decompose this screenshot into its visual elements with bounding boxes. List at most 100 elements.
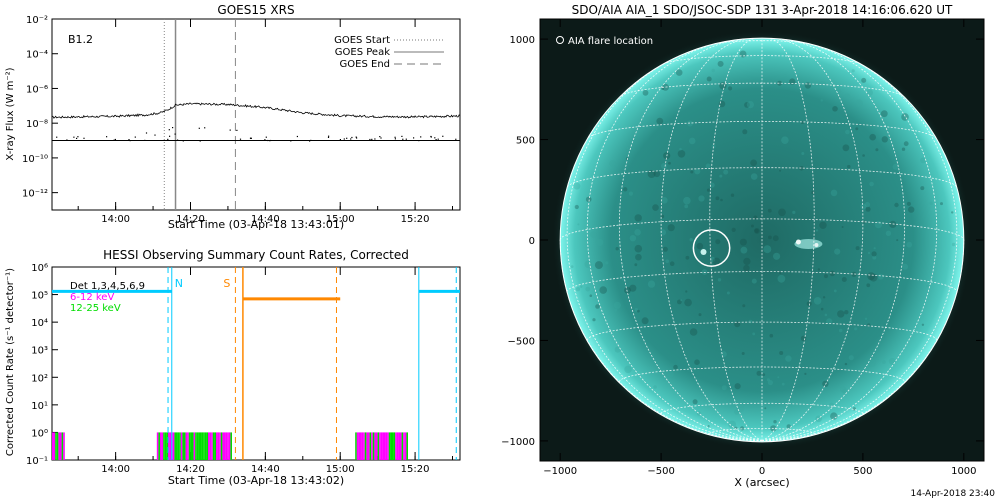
hessi-count-bar	[219, 432, 221, 460]
goes-short-channel-point	[351, 136, 353, 139]
aia-disk-texture	[951, 211, 954, 214]
aia-grid-meridian	[566, 54, 763, 442]
hessi-count-bar	[160, 432, 162, 460]
aia-disk-texture	[750, 224, 754, 228]
aia-disk-texture	[667, 224, 675, 232]
aia-disk-texture	[592, 318, 596, 322]
aia-disk-texture	[875, 148, 879, 152]
aia-disk-texture	[698, 313, 702, 317]
aia-disk-texture	[667, 370, 674, 378]
aia-bright-point	[795, 239, 801, 245]
hessi-count-bar	[58, 432, 60, 460]
goes-x-label: Start Time (03-Apr-18 13:43:01)	[168, 218, 344, 231]
goes-short-channel-point	[430, 135, 432, 138]
hessi-legend-low: 6-12 keV	[70, 292, 114, 303]
aia-disk-texture	[750, 159, 757, 167]
hessi-y-tick-label: 10³	[31, 346, 48, 357]
goes-short-channel-point	[355, 136, 357, 138]
hessi-count-bar	[179, 432, 181, 460]
hessi-count-bar	[174, 432, 176, 460]
aia-disk-texture	[822, 380, 829, 387]
aia-disk-texture	[819, 221, 827, 229]
aia-grid-parallel	[587, 121, 937, 139]
aia-disk-texture	[641, 317, 649, 325]
aia-disk-texture	[687, 120, 694, 127]
aia-disk-texture	[634, 263, 638, 267]
aia-disk-texture	[830, 189, 838, 197]
hessi-count-bar	[208, 432, 210, 460]
aia-disk-texture	[889, 220, 897, 228]
aia-grid-meridian	[761, 39, 906, 442]
aia-disk-texture	[817, 268, 821, 271]
hessi-count-bar	[366, 432, 368, 460]
hessi-count-bar	[182, 432, 184, 460]
aia-disk-texture	[779, 351, 784, 355]
goes-legend-start: GOES Start	[334, 35, 390, 46]
aia-disk-texture	[845, 129, 850, 135]
aia-disk-texture	[754, 228, 760, 234]
aia-disk-texture	[712, 257, 721, 266]
hessi-count-bar	[360, 432, 362, 460]
hessi-count-bar	[358, 432, 360, 460]
goes-short-channel-point	[129, 140, 131, 142]
goes-short-channel-point	[145, 132, 148, 134]
hessi-count-bar	[225, 432, 228, 460]
aia-disk-texture	[766, 378, 771, 382]
aia-disk-texture	[590, 231, 597, 238]
goes-short-channel-point	[442, 135, 444, 137]
hessi-count-bar	[53, 432, 56, 460]
aia-disk-texture	[734, 409, 740, 415]
aia-disk-texture	[906, 201, 911, 206]
aia-panel: SDO/AIA AIA_1 SDO/JSOC-SDP 131 3-Apr-201…	[501, 3, 985, 489]
footer-timestamp: 14-Apr-2018 23:40	[911, 489, 996, 499]
goes-y-label: X-ray Flux (W m⁻²)	[5, 67, 16, 160]
aia-disk-texture	[778, 208, 786, 217]
aia-disk-texture	[685, 255, 690, 260]
hessi-count-bar	[355, 432, 357, 460]
aia-grid-meridian	[660, 38, 763, 442]
goes-short-channel-point	[168, 129, 170, 131]
hessi-count-bar	[190, 432, 192, 460]
aia-disk-texture	[626, 146, 629, 150]
aia-grid-parallel	[566, 271, 958, 292]
hessi-count-bar	[390, 432, 392, 460]
aia-disk-texture	[869, 181, 874, 187]
aia-disk-texture	[786, 424, 791, 429]
goes-short-channel-point	[350, 138, 352, 140]
aia-disk-texture	[781, 136, 789, 144]
aia-disk-texture	[599, 286, 607, 294]
aia-grid-parallel	[709, 428, 815, 434]
goes-short-channel-point	[405, 138, 407, 140]
goes-title: GOES15 XRS	[217, 3, 294, 17]
aia-disk-texture	[628, 191, 634, 196]
aia-disk-texture	[779, 169, 782, 172]
aia-disk-texture	[698, 195, 705, 202]
aia-disk-texture	[801, 152, 805, 155]
aia-disk-texture	[740, 246, 748, 254]
hessi-count-bar	[200, 432, 202, 460]
aia-disk-texture	[762, 373, 766, 376]
goes-short-channel-point	[379, 136, 381, 138]
hessi-y-tick-label: 10²	[31, 373, 48, 384]
aia-limb-outline	[559, 37, 965, 443]
aia-x-tick-label: −1000	[543, 466, 577, 477]
aia-disk-texture	[773, 252, 781, 260]
aia-disk-texture	[844, 310, 849, 315]
aia-x-label: X (arcsec)	[734, 476, 789, 489]
aia-disk-texture	[864, 317, 868, 320]
aia-disk-texture	[799, 166, 804, 171]
aia-disk-texture	[873, 247, 876, 250]
aia-disk-texture	[734, 321, 741, 328]
goes-short-channel-point	[435, 139, 437, 141]
hessi-count-bar	[217, 432, 220, 460]
aia-disk-texture	[694, 168, 701, 175]
aia-disk-texture	[869, 133, 876, 141]
hessi-count-bar	[387, 432, 389, 460]
aia-image	[552, 30, 972, 450]
aia-disk-texture	[706, 188, 711, 192]
aia-y-tick-label: 500	[516, 136, 535, 147]
aia-disk-texture	[754, 228, 759, 233]
goes-short-channel-point	[413, 137, 415, 139]
aia-disk-texture	[878, 273, 884, 280]
aia-disk-texture	[833, 289, 837, 293]
